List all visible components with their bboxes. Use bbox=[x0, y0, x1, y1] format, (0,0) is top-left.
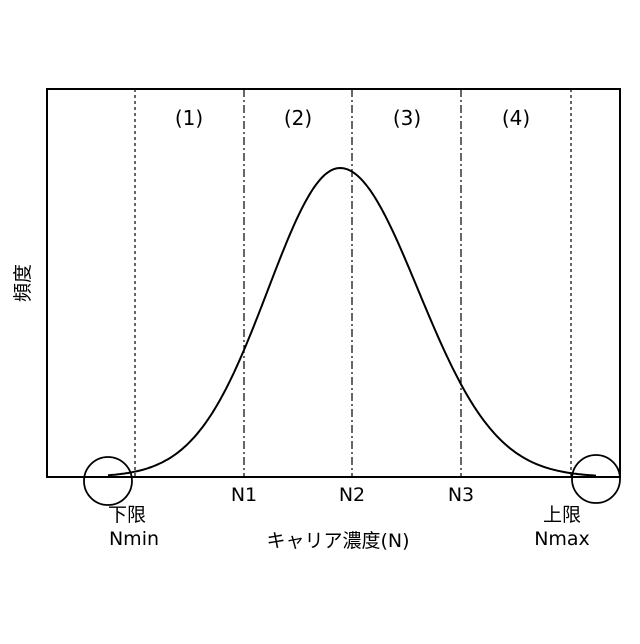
n3-label: N3 bbox=[448, 484, 474, 506]
x-axis-label: キャリア濃度(N) bbox=[266, 530, 409, 552]
region-label-4: (4) bbox=[502, 106, 530, 130]
region-label-2: (2) bbox=[284, 106, 312, 130]
upper-limit-title: 上限 bbox=[543, 504, 581, 526]
region-label-3: (3) bbox=[393, 106, 421, 130]
lower-limit-circle bbox=[84, 457, 132, 505]
lower-limit-title: 下限 bbox=[108, 504, 146, 526]
region-label-1: (1) bbox=[175, 106, 203, 130]
y-axis-label: 頻度 bbox=[12, 264, 34, 302]
lower-limit-symbol: Nmin bbox=[109, 528, 159, 550]
upper-limit-symbol: Nmax bbox=[534, 528, 590, 550]
plot-frame bbox=[47, 89, 620, 477]
n2-label: N2 bbox=[339, 484, 365, 506]
n1-label: N1 bbox=[231, 484, 257, 506]
upper-limit-circle bbox=[572, 455, 620, 503]
